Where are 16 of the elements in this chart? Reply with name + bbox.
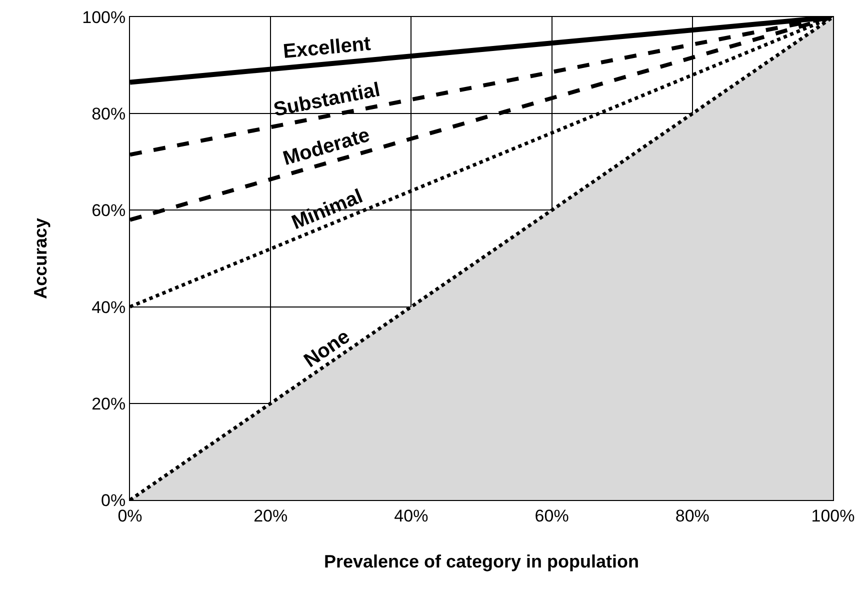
y-tick-label: 80% [92, 104, 126, 124]
x-tick-label: 100% [811, 506, 855, 526]
x-tick-label: 60% [534, 506, 569, 526]
x-tick-label: 80% [675, 506, 710, 526]
text: Excellent [282, 32, 372, 63]
x-axis-title: Prevalence of category in population [324, 552, 640, 572]
x-tick-label: 20% [254, 506, 288, 526]
y-tick-label: 20% [92, 394, 126, 414]
y-tick-label: 60% [92, 201, 126, 220]
text: None [300, 326, 354, 372]
y-tick-label: 40% [92, 298, 126, 317]
text: Substantial [272, 78, 382, 122]
x-tick-label: 40% [394, 506, 428, 526]
text: Moderate [280, 124, 372, 170]
y-axis-title: Accuracy [30, 218, 50, 300]
y-tick-label: 100% [82, 8, 126, 27]
